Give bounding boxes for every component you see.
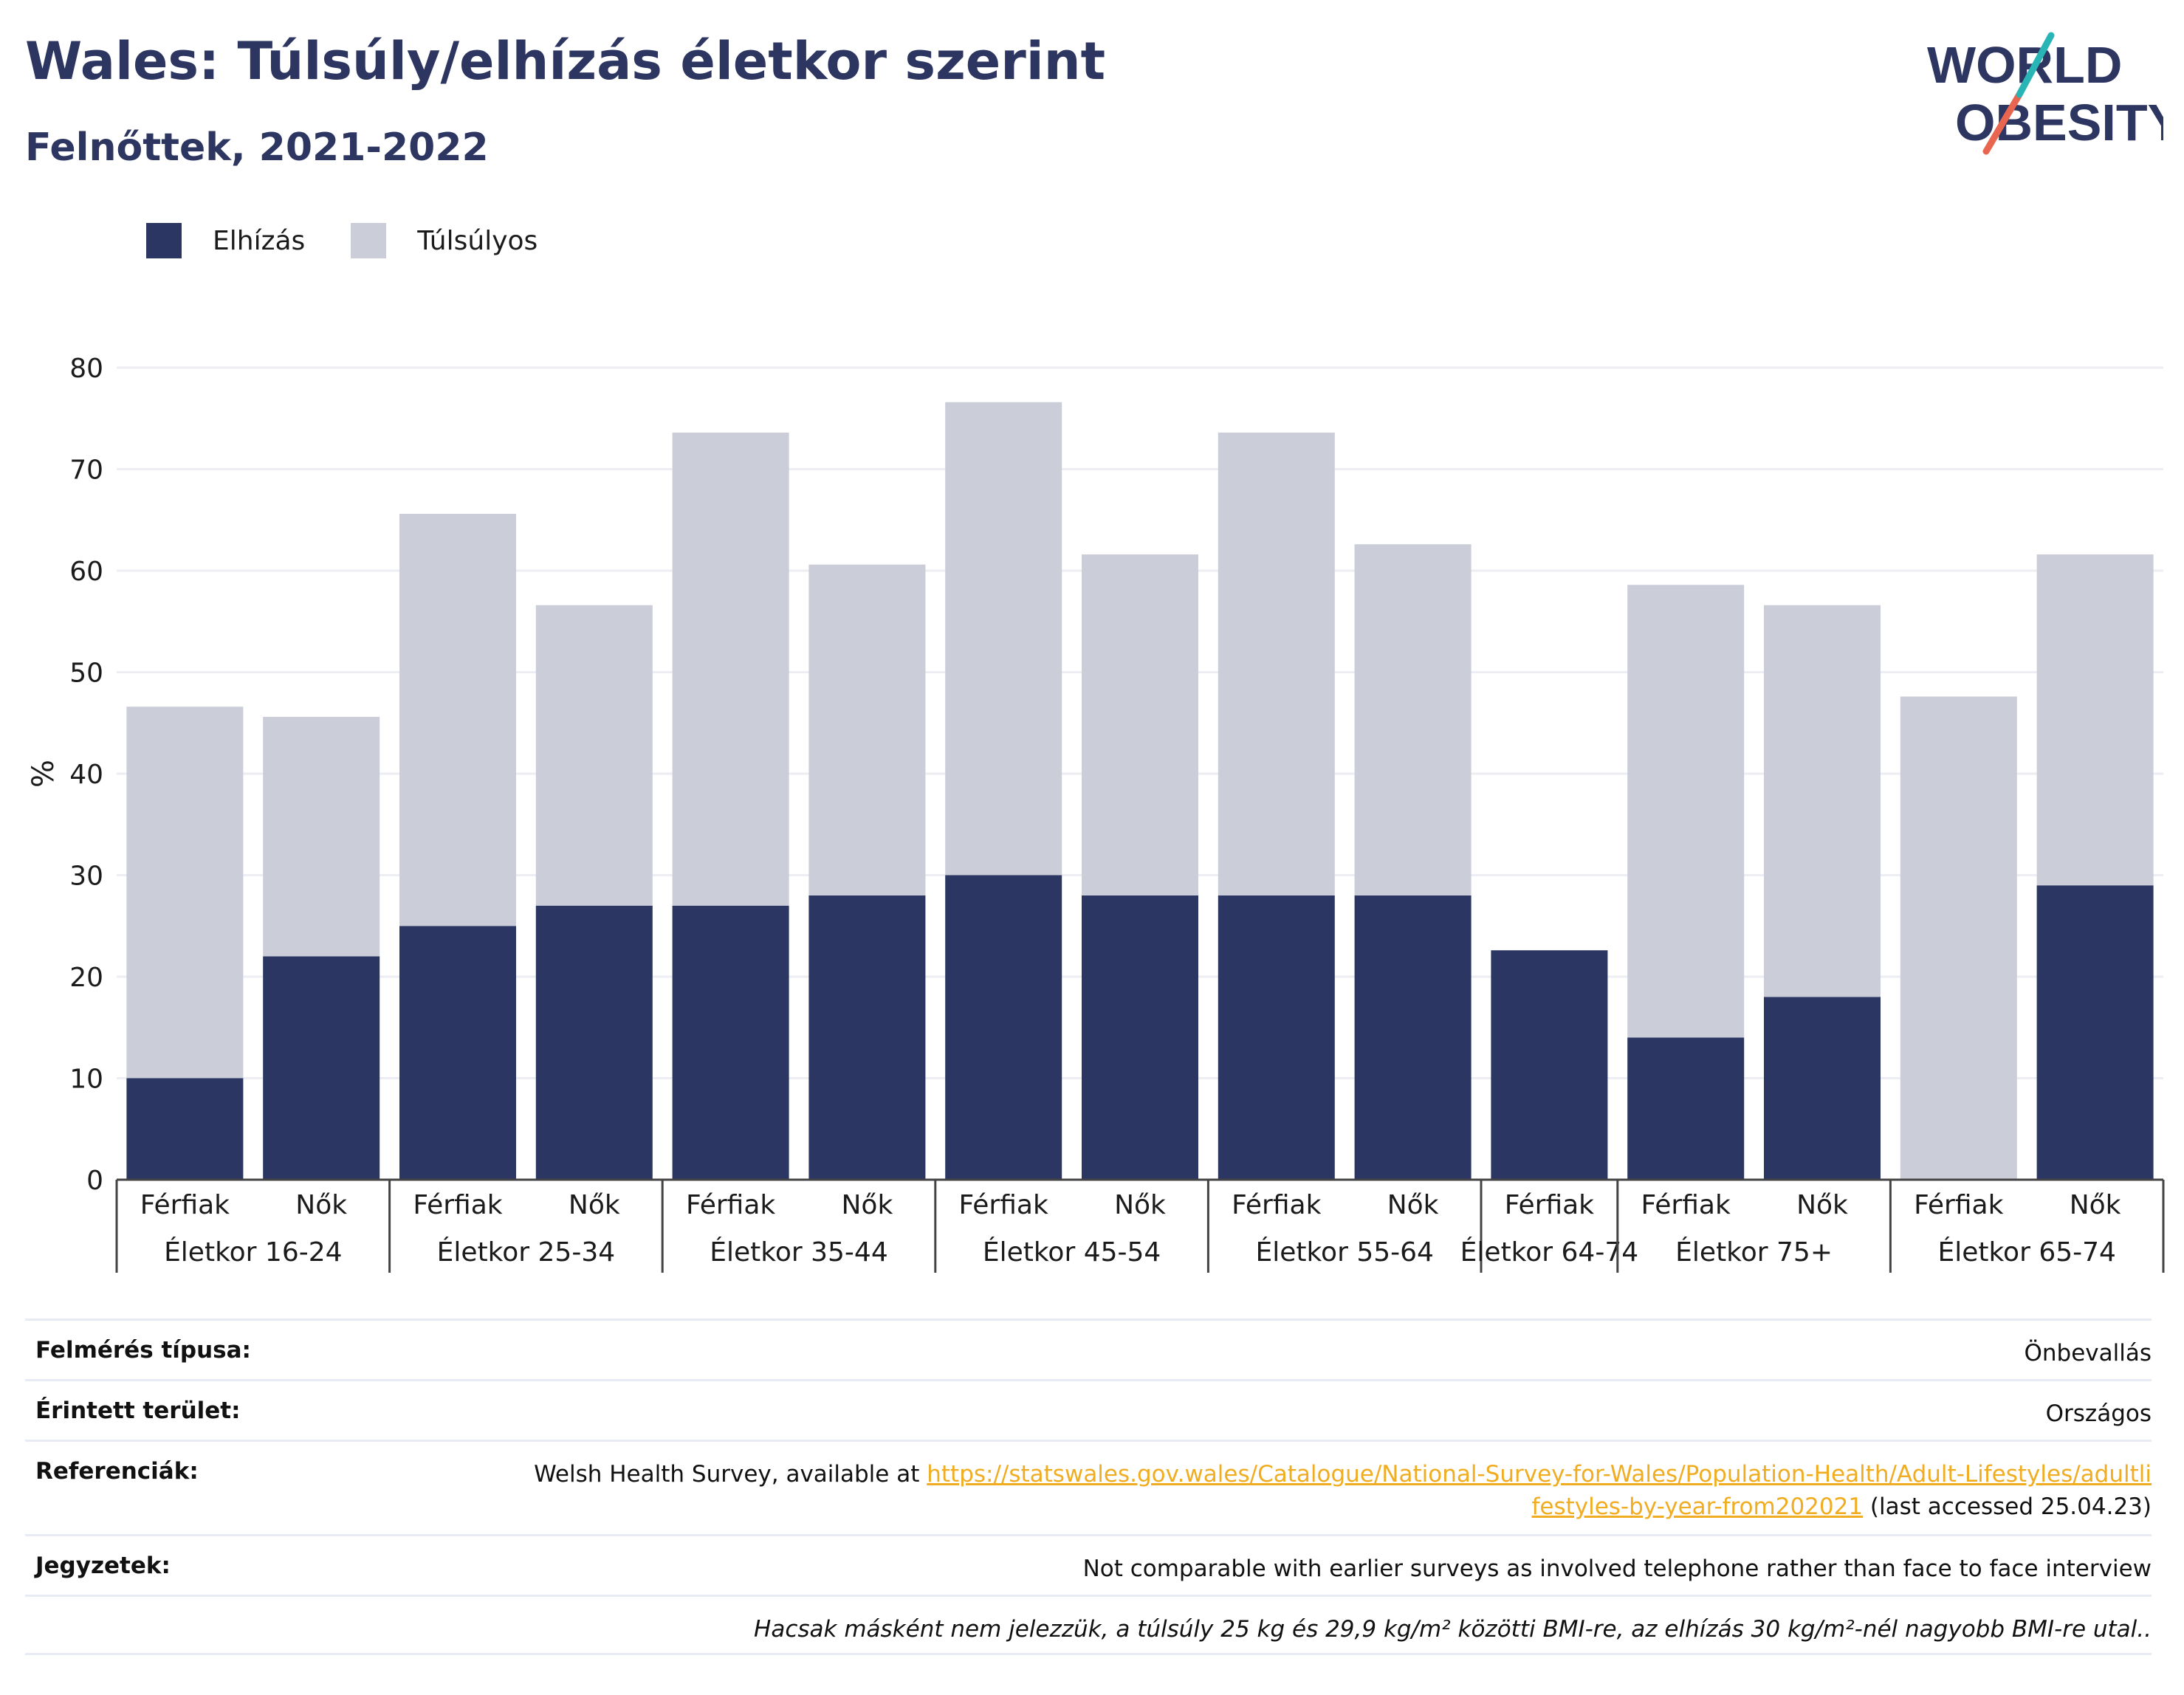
logo-slash-teal: [2016, 32, 2055, 98]
meta-references-label: Referenciák:: [35, 1458, 199, 1485]
x-tick-label-sex: Nők: [569, 1190, 620, 1220]
y-tick-label: 30: [69, 862, 103, 892]
logo-slash-red: [1982, 91, 2023, 155]
bar-obesity: [808, 895, 926, 1180]
y-tick-label: 20: [69, 963, 103, 993]
meta-row-survey-type: Felmérés típusa: Önbevallás: [25, 1318, 2152, 1379]
x-tick-label-sex: Nők: [1114, 1190, 1166, 1220]
references-link[interactable]: https://statswales.gov.wales/Catalogue/N…: [927, 1461, 2152, 1520]
x-tick-label-sex: Férfiak: [686, 1190, 775, 1220]
bar-chart: 0 10 20 30 40 50 60 70 80% Férfiak Nők Férfiak Nők Fé…: [27, 354, 2165, 1273]
x-tick-label-sex: Nők: [2070, 1190, 2121, 1220]
bar-overweight: [672, 433, 789, 906]
meta-area-label: Érintett terület:: [35, 1397, 241, 1424]
meta-references-value: Welsh Health Survey, available at https:…: [527, 1458, 2152, 1523]
meta-area-value: Országos: [2045, 1400, 2152, 1427]
x-tick-label-sex: Férfiak: [959, 1190, 1048, 1220]
bar-overweight: [399, 514, 517, 926]
bar-overweight: [1763, 605, 1881, 997]
chart-subtitle: Felnőttek, 2021-2022: [25, 126, 489, 170]
x-group-label: Életkor 16-24: [164, 1237, 342, 1268]
meta-survey-type-value: Önbevallás: [2024, 1340, 2152, 1366]
bar-obesity: [263, 956, 380, 1180]
bar-obesity: [945, 875, 1062, 1180]
meta-notes-value: Not comparable with earlier surveys as i…: [1082, 1555, 2152, 1582]
x-tick-label-sex: Nők: [841, 1190, 893, 1220]
x-tick-label-sex: Férfiak: [1232, 1190, 1321, 1220]
bar-obesity: [535, 905, 653, 1180]
bar-obesity: [1763, 997, 1881, 1180]
bar-overweight: [945, 402, 1062, 876]
meta-row-area: Érintett terület: Országos: [25, 1379, 2152, 1440]
legend-label-obesity: Elhízás: [213, 225, 306, 256]
y-tick-label: 0: [86, 1166, 103, 1196]
x-tick-label-sex: Nők: [1796, 1190, 1848, 1220]
bar-overweight: [263, 717, 380, 957]
y-tick-label: 40: [69, 760, 103, 790]
chart-legend: Elhízás Túlsúlyos: [146, 221, 583, 260]
bar-overweight: [535, 605, 653, 906]
meta-row-footnote: Hacsak másként nem jelezzük, a túlsúly 2…: [25, 1595, 2152, 1655]
x-group-label: Életkor 35-44: [710, 1237, 887, 1268]
x-group-label: Életkor 65-74: [1937, 1237, 2115, 1268]
bar-overweight: [1900, 696, 2017, 1180]
x-tick-label-sex: Férfiak: [1641, 1190, 1731, 1220]
meta-notes-label: Jegyzetek:: [35, 1553, 171, 1579]
meta-row-references: Referenciák: Welsh Health Survey, availa…: [25, 1440, 2152, 1534]
x-tick-label-sex: Férfiak: [413, 1190, 502, 1220]
bar-obesity: [672, 905, 789, 1180]
x-tick-label-sex: Férfiak: [1505, 1190, 1594, 1220]
chart-title: Wales: Túlsúly/elhízás életkor szerint: [25, 31, 1106, 92]
legend-swatch-overweight: [351, 223, 387, 258]
bar-obesity: [126, 1078, 244, 1180]
logo-line2: OBESITY: [1955, 94, 2163, 151]
references-suffix: (last accessed 25.04.23): [1863, 1493, 2152, 1520]
world-obesity-logo: WORLD OBESITY: [1927, 32, 2163, 155]
bar-overweight: [1627, 585, 1745, 1038]
bar-obesity: [1354, 895, 1472, 1180]
x-tick-label-sex: Nők: [295, 1190, 347, 1220]
y-tick-label: 50: [69, 659, 103, 689]
bar-obesity: [399, 926, 517, 1180]
y-axis-label: %: [27, 760, 61, 788]
bar-overweight: [126, 706, 244, 1079]
bar-obesity: [1627, 1037, 1745, 1180]
bar-overweight: [1354, 544, 1472, 895]
x-group-label: Életkor 45-54: [983, 1237, 1161, 1268]
x-group-label: Életkor 64-74: [1460, 1237, 1638, 1268]
x-tick-label-sex: Férfiak: [140, 1190, 230, 1220]
references-prefix: Welsh Health Survey, available at: [534, 1461, 927, 1488]
x-group-label: Életkor 25-34: [437, 1237, 615, 1268]
legend-item-obesity: Elhízás: [146, 223, 305, 258]
bar-overweight: [1081, 554, 1199, 895]
x-tick-label-sex: Férfiak: [1914, 1190, 2003, 1220]
bar-overweight: [2036, 554, 2154, 886]
legend-item-overweight: Túlsúlyos: [351, 223, 538, 258]
bar-obesity: [1491, 950, 1608, 1180]
legend-label-overweight: Túlsúlyos: [417, 225, 538, 256]
bar-obesity: [1218, 895, 1335, 1180]
bar-obesity: [1081, 895, 1199, 1180]
x-tick-label-sex: Nők: [1387, 1190, 1439, 1220]
bar-overweight: [808, 564, 926, 895]
y-tick-label: 10: [69, 1065, 103, 1095]
metadata-table: Felmérés típusa: Önbevallás Érintett ter…: [25, 1318, 2152, 1655]
meta-survey-type-label: Felmérés típusa:: [35, 1337, 251, 1364]
x-group-label: Életkor 75+: [1675, 1237, 1833, 1268]
meta-footnote: Hacsak másként nem jelezzük, a túlsúly 2…: [754, 1616, 2152, 1643]
bar-obesity: [2036, 885, 2154, 1180]
meta-row-notes: Jegyzetek: Not comparable with earlier s…: [25, 1534, 2152, 1595]
bar-overweight: [1218, 433, 1335, 895]
y-tick-label: 80: [69, 354, 103, 384]
x-group-label: Életkor 55-64: [1255, 1237, 1433, 1268]
y-tick-label: 70: [69, 455, 103, 486]
legend-swatch-obesity: [146, 223, 182, 258]
y-tick-label: 60: [69, 557, 103, 587]
